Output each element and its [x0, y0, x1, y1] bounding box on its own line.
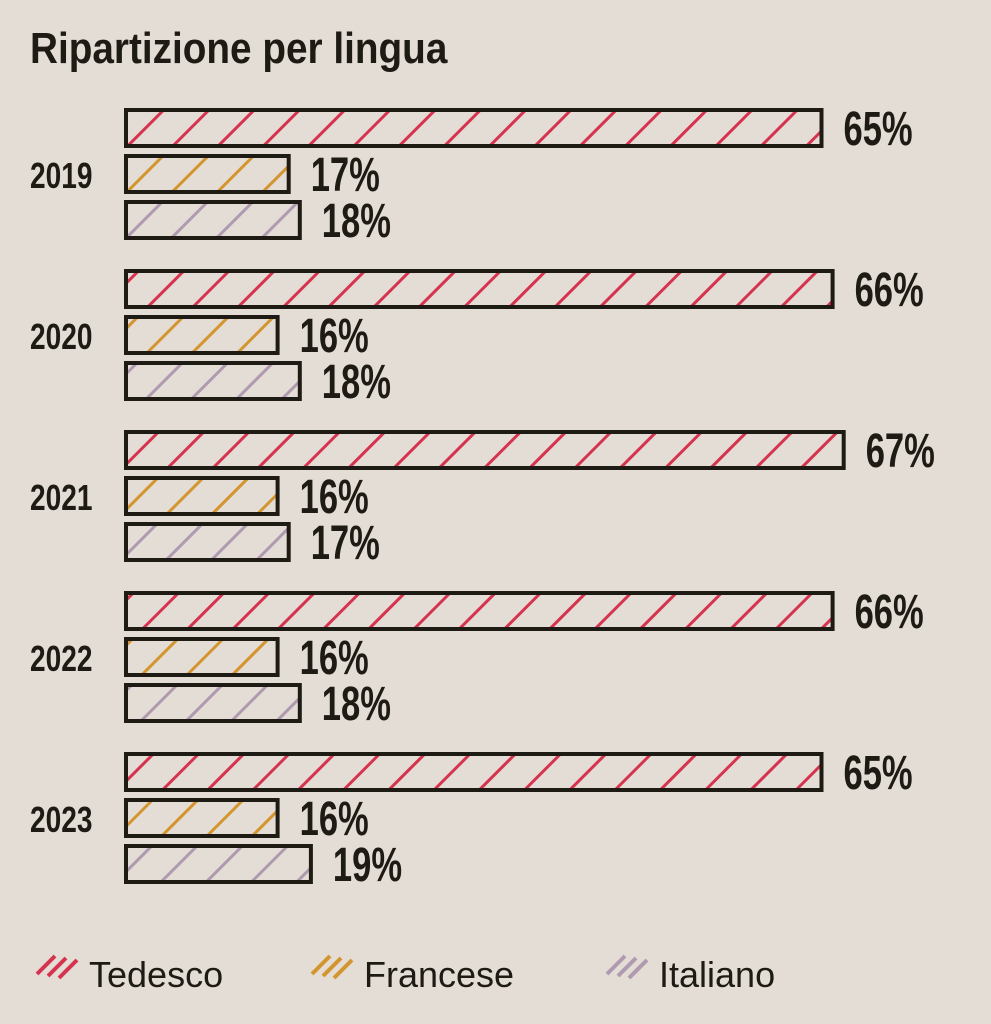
legend-label: Tedesco [89, 954, 224, 995]
hatch-swatch-icon [35, 954, 79, 980]
data-label: 18% [322, 676, 391, 730]
data-label: 17% [311, 147, 380, 201]
data-label: 19% [333, 837, 402, 891]
data-label: 67% [866, 423, 935, 477]
bar-francese-2021 [124, 476, 280, 516]
bar-tedesco-2021 [124, 430, 846, 470]
data-label: 65% [844, 745, 913, 799]
bar-francese-2023 [124, 798, 280, 838]
data-label: 17% [311, 515, 380, 569]
bar-tedesco-2022 [124, 591, 835, 631]
hatch-swatch-icon [310, 954, 354, 980]
hatch-swatch-icon [605, 954, 649, 980]
bar-francese-2019 [124, 154, 291, 194]
bar-tedesco-2019 [124, 108, 824, 148]
bar-italiano-2021 [124, 522, 291, 562]
data-label: 16% [300, 308, 369, 362]
bar-tedesco-2020 [124, 269, 835, 309]
legend-label: Francese [364, 954, 515, 995]
year-label: 2023 [30, 800, 92, 840]
data-label: 66% [855, 262, 924, 316]
data-label: 16% [300, 791, 369, 845]
chart-title: Ripartizione per lingua [30, 24, 448, 73]
year-label: 2021 [30, 478, 92, 518]
year-label: 2019 [30, 156, 92, 196]
data-label: 16% [300, 469, 369, 523]
data-label: 65% [844, 101, 913, 155]
bar-tedesco-2023 [124, 752, 824, 792]
bar-chart: 201965%17%18%202066%16%18%202167%16%17%2… [30, 101, 935, 891]
data-label: 18% [322, 193, 391, 247]
legend-item-tedesco: Tedesco [35, 950, 223, 1000]
data-label: 16% [300, 630, 369, 684]
data-label: 66% [855, 584, 924, 638]
year-label: 2020 [30, 317, 92, 357]
legend-label: Italiano [659, 954, 776, 995]
legend-item-italiano: Italiano [605, 950, 775, 1000]
legend-item-francese: Francese [310, 950, 514, 1000]
bar-italiano-2019 [124, 200, 302, 240]
bar-francese-2022 [124, 637, 280, 677]
bar-italiano-2023 [124, 844, 313, 884]
bar-italiano-2022 [124, 683, 302, 723]
year-label: 2022 [30, 639, 92, 679]
bar-francese-2020 [124, 315, 280, 355]
bar-italiano-2020 [124, 361, 302, 401]
data-label: 18% [322, 354, 391, 408]
